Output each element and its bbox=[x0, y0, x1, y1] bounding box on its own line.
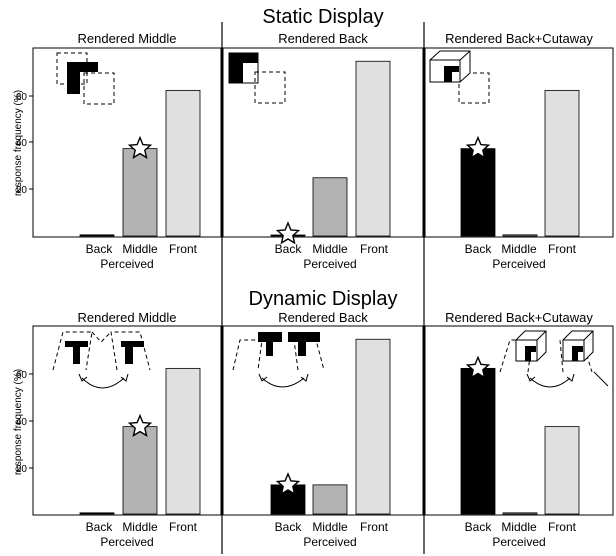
star-icon bbox=[465, 355, 491, 379]
bar-middle bbox=[122, 426, 158, 515]
bar-back bbox=[79, 512, 115, 515]
tick-label-front: Front bbox=[169, 242, 198, 256]
y-axis-label-static: response frequency (%) bbox=[13, 90, 24, 196]
bar-group bbox=[270, 338, 391, 515]
tick-label-back: Back bbox=[86, 520, 114, 534]
bar-front bbox=[165, 367, 201, 515]
panel-static-rendered-back-cutaway: Rendered Back+Cutaway Back Middle Front … bbox=[424, 31, 614, 271]
panel-static-rendered-back: Rendered Back Back Middle Front Perceive… bbox=[222, 31, 424, 271]
stimulus-icon-rotation-cutaway bbox=[499, 330, 609, 388]
bar-group bbox=[460, 89, 580, 237]
tick-label-front: Front bbox=[169, 520, 198, 534]
tick-label-middle: Middle bbox=[501, 520, 537, 534]
y-ticks: 20 40 60 bbox=[16, 92, 33, 196]
star-icon bbox=[275, 472, 301, 496]
bar-group bbox=[79, 367, 201, 515]
plot-frame bbox=[222, 47, 424, 238]
panel-dynamic-rendered-middle: Rendered Middle Back Middle Front Percei… bbox=[16, 310, 222, 549]
stimulus-icon-cutaway bbox=[429, 50, 490, 104]
bar-group bbox=[270, 60, 391, 245]
plot-frame bbox=[222, 325, 424, 516]
tick-label-front: Front bbox=[360, 242, 389, 256]
bar-front bbox=[165, 89, 201, 237]
star-icon bbox=[275, 221, 301, 245]
tick-label-middle: Middle bbox=[122, 520, 158, 534]
bar-back bbox=[460, 367, 496, 515]
tick-label-back: Back bbox=[275, 242, 303, 256]
bar-group bbox=[460, 355, 580, 515]
tick-label-middle: Middle bbox=[312, 520, 348, 534]
bar-front bbox=[544, 89, 580, 237]
stimulus-icon-l-block bbox=[56, 52, 115, 105]
bar-middle bbox=[312, 177, 348, 237]
tick-label-middle: Middle bbox=[312, 242, 348, 256]
tick-label-middle: Middle bbox=[122, 242, 158, 256]
tick-label-front: Front bbox=[360, 520, 389, 534]
x-axis-label: Perceived bbox=[303, 257, 356, 271]
x-axis-label: Perceived bbox=[303, 535, 356, 549]
panel-title: Rendered Middle bbox=[77, 31, 176, 46]
y-tick-label-20: 20 bbox=[16, 464, 28, 475]
y-tick-label-40: 40 bbox=[16, 138, 28, 149]
x-axis-label: Perceived bbox=[100, 257, 153, 271]
bar-back bbox=[79, 234, 115, 237]
y-tick-label-60: 60 bbox=[16, 92, 28, 103]
bar-back bbox=[460, 148, 496, 237]
panel-dynamic-rendered-back-cutaway: Rendered Back+Cutaway Back Middle Front … bbox=[424, 310, 614, 549]
y-ticks: 20 40 60 bbox=[16, 370, 33, 475]
panel-static-rendered-middle: Rendered Middle Back Middle Front Percei… bbox=[16, 31, 222, 271]
tick-label-middle: Middle bbox=[501, 242, 537, 256]
panel-dynamic-rendered-back: Rendered Back Back Middle Front Perceive… bbox=[222, 310, 424, 549]
star-icon bbox=[127, 135, 153, 159]
plot-frame bbox=[424, 47, 614, 238]
panel-title: Rendered Back bbox=[278, 31, 368, 46]
tick-label-back: Back bbox=[86, 242, 114, 256]
y-tick-label-60: 60 bbox=[16, 370, 28, 381]
stimulus-icon-rotation bbox=[52, 331, 151, 389]
x-axis-label: Perceived bbox=[100, 535, 153, 549]
star-icon bbox=[465, 135, 491, 159]
stimulus-icon-rotation bbox=[232, 332, 325, 388]
panel-title: Rendered Back+Cutaway bbox=[445, 310, 593, 325]
x-axis-label: Perceived bbox=[492, 257, 545, 271]
bar-middle bbox=[122, 148, 158, 237]
bar-front bbox=[355, 338, 391, 515]
stimulus-icon-l-block bbox=[228, 52, 286, 104]
x-axis-label: Perceived bbox=[492, 535, 545, 549]
star-icon bbox=[127, 413, 153, 437]
panel-title: Rendered Middle bbox=[77, 310, 176, 325]
section-title-dynamic: Dynamic Display bbox=[249, 288, 398, 310]
y-axis-label-dynamic: response frequency (%) bbox=[13, 369, 24, 475]
bar-front bbox=[355, 60, 391, 237]
panel-title: Rendered Back+Cutaway bbox=[445, 31, 593, 46]
panel-title: Rendered Back bbox=[278, 310, 368, 325]
chart-marks bbox=[79, 60, 580, 515]
y-tick-label-20: 20 bbox=[16, 185, 28, 196]
bar-front bbox=[544, 426, 580, 515]
y-tick-label-40: 40 bbox=[16, 417, 28, 428]
bar-middle bbox=[502, 512, 538, 515]
section-title-static: Static Display bbox=[262, 6, 383, 28]
bar-middle bbox=[502, 234, 538, 237]
tick-label-back: Back bbox=[275, 520, 303, 534]
plot-frame bbox=[424, 325, 614, 516]
tick-label-back: Back bbox=[465, 520, 493, 534]
tick-label-back: Back bbox=[465, 242, 493, 256]
bar-middle bbox=[312, 484, 348, 515]
tick-label-front: Front bbox=[548, 242, 577, 256]
tick-label-front: Front bbox=[548, 520, 577, 534]
bar-group bbox=[79, 89, 201, 237]
